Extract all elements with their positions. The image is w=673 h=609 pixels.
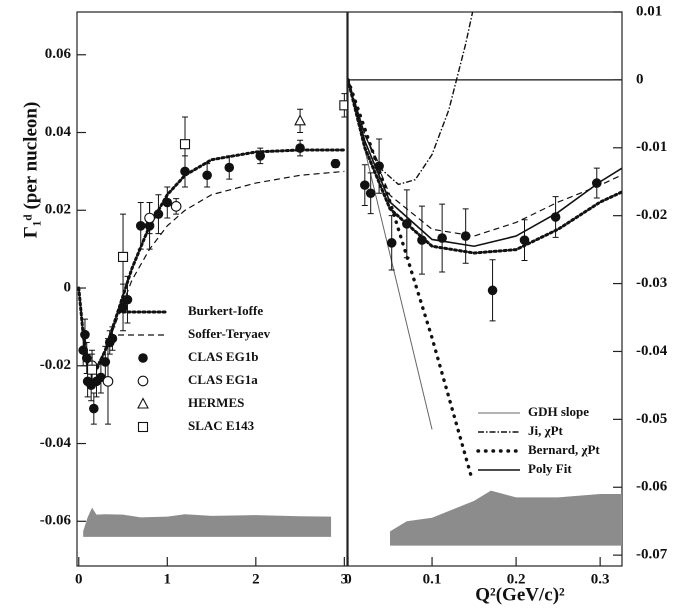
data-point bbox=[89, 403, 99, 414]
y-tick-label: 0.04 bbox=[45, 124, 72, 140]
legend-swatch bbox=[137, 375, 149, 387]
legend-label: CLAS EG1b bbox=[188, 349, 258, 364]
data-point bbox=[135, 221, 146, 231]
x-tick-label: 0 bbox=[75, 571, 83, 587]
data-point bbox=[81, 353, 92, 363]
x-axis-label: Q²(GeV/c)² bbox=[475, 584, 565, 605]
data-point bbox=[417, 235, 427, 245]
data-point bbox=[402, 219, 412, 229]
legend-label: Ji, χPt bbox=[528, 423, 564, 438]
data-point bbox=[460, 231, 471, 241]
data-point bbox=[118, 302, 128, 313]
legend-swatch bbox=[138, 353, 148, 363]
legend-label: Poly Fit bbox=[528, 461, 572, 476]
legend-swatch bbox=[137, 421, 149, 433]
y-tick-label: 0.01 bbox=[636, 3, 662, 19]
x-tick-label: 0 bbox=[344, 571, 352, 587]
y-tick-label: 0 bbox=[636, 71, 644, 87]
data-point bbox=[339, 100, 347, 111]
legend-label: SLAC E143 bbox=[188, 418, 255, 433]
data-point bbox=[550, 212, 561, 222]
y-tick-label: -0.04 bbox=[636, 343, 668, 359]
curve bbox=[348, 79, 622, 237]
y-tick-label: -0.02 bbox=[636, 207, 667, 223]
data-point bbox=[374, 161, 384, 171]
y-tick-label: 0 bbox=[64, 279, 72, 295]
data-point bbox=[487, 285, 498, 296]
y-tick-label: -0.04 bbox=[40, 435, 72, 451]
data-point bbox=[179, 139, 191, 150]
y-tick-label: -0.02 bbox=[40, 357, 71, 373]
y-tick-label: -0.07 bbox=[636, 547, 668, 563]
x-tick-label: 0.2 bbox=[507, 571, 526, 587]
x-tick-label: 0.1 bbox=[423, 571, 442, 587]
x-tick-label: 1 bbox=[164, 571, 172, 587]
data-point bbox=[80, 329, 90, 340]
data-point bbox=[144, 212, 155, 224]
data-point bbox=[437, 233, 447, 243]
data-point bbox=[330, 158, 341, 169]
data-point bbox=[591, 178, 602, 188]
legend-swatch bbox=[137, 397, 149, 409]
data-point bbox=[122, 294, 133, 305]
y-tick-label: 0.02 bbox=[45, 202, 71, 218]
legend-label: CLAS EG1a bbox=[188, 372, 258, 387]
data-point bbox=[117, 251, 129, 262]
right-panel-frame bbox=[347, 11, 623, 567]
data-point bbox=[202, 170, 212, 181]
y-axis-label: Γ₁ᵈ (per nucleon) bbox=[20, 102, 41, 239]
data-point bbox=[519, 235, 530, 245]
legend-label: Soffer-Teryaev bbox=[188, 326, 271, 341]
y-tick-label: -0.05 bbox=[636, 411, 667, 427]
data-point bbox=[86, 364, 98, 375]
data-point bbox=[365, 188, 376, 199]
data-point bbox=[295, 143, 305, 153]
y-tick-label: -0.06 bbox=[636, 479, 668, 495]
curve bbox=[348, 78, 622, 255]
systematic-band bbox=[83, 507, 332, 537]
curve bbox=[348, 79, 622, 248]
y-tick-label: 0.06 bbox=[45, 46, 72, 62]
left-panel-frame bbox=[76, 11, 348, 567]
plot-area bbox=[348, 12, 622, 546]
data-point bbox=[360, 180, 370, 190]
data-point bbox=[255, 151, 266, 161]
y-tick-label: -0.06 bbox=[40, 513, 72, 529]
data-point bbox=[102, 375, 114, 387]
curve bbox=[348, 78, 475, 483]
plot-area bbox=[77, 93, 347, 537]
x-tick-label: 3 bbox=[341, 571, 349, 587]
x-tick-label: 2 bbox=[252, 571, 260, 587]
legend-label: Burkert-Ioffe bbox=[188, 303, 263, 318]
systematic-band bbox=[390, 490, 622, 546]
data-point bbox=[107, 333, 118, 344]
x-tick-label: 0.3 bbox=[591, 571, 610, 587]
data-point bbox=[224, 162, 235, 173]
legend-label: Bernard, χPt bbox=[528, 442, 600, 457]
data-point bbox=[162, 197, 173, 208]
y-tick-label: -0.01 bbox=[636, 139, 667, 155]
data-point bbox=[100, 357, 111, 367]
legend-label: GDH slope bbox=[528, 404, 589, 419]
data-point bbox=[170, 201, 182, 212]
data-point bbox=[294, 114, 306, 126]
legend-label: HERMES bbox=[188, 395, 244, 410]
data-point bbox=[386, 238, 397, 248]
y-tick-label: -0.03 bbox=[636, 275, 667, 291]
data-point bbox=[153, 209, 164, 219]
